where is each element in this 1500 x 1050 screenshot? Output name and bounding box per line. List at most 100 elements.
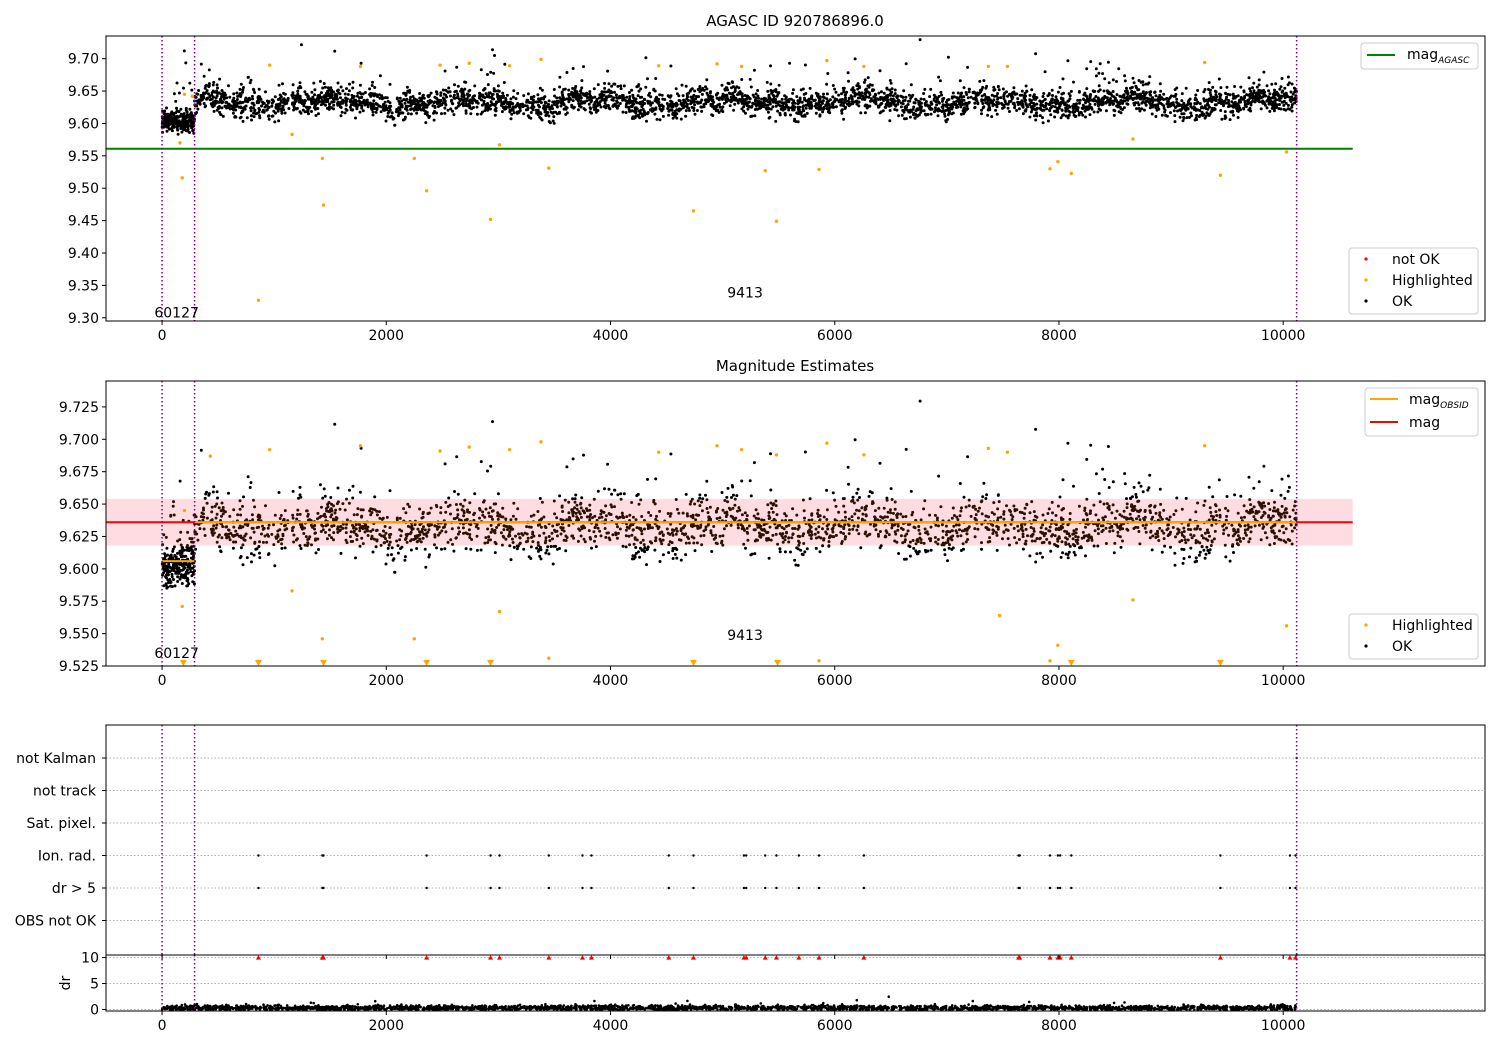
legend-ok-marker [1364, 299, 1368, 303]
flag-point [817, 854, 821, 857]
dr-clipped-marker [546, 955, 552, 960]
highlighted-point [1056, 159, 1060, 164]
flag-point [692, 854, 695, 857]
flag-row-label: Sat. pixel. [27, 816, 96, 832]
highlighted-point [1203, 444, 1207, 448]
flag-point [797, 886, 801, 890]
panel-3-plot-area [106, 725, 1485, 955]
flag-point [1056, 854, 1060, 857]
highlighted-point [986, 446, 991, 451]
flag-point [257, 886, 260, 890]
flag-point [1219, 854, 1222, 857]
x-tick-label: 10000 [1261, 1018, 1306, 1034]
legend-ok-label: OK [1392, 294, 1413, 310]
y-tick-label: 9.725 [59, 400, 99, 416]
svg-text:magAGASC: magAGASC [1407, 47, 1470, 66]
highlighted-point [539, 440, 543, 444]
flag-point [775, 854, 778, 857]
highlighted-point [817, 167, 821, 172]
highlighted-point [1005, 64, 1010, 69]
svg-text:magOBSID: magOBSID [1409, 392, 1469, 411]
highlighted-point [412, 156, 417, 161]
y-tick-label: 9.550 [59, 627, 99, 643]
dr-clipped-marker [816, 955, 822, 960]
flag-point [1288, 854, 1292, 857]
flag-row-label: not Kalman [16, 751, 96, 767]
flag-row-label: Ion. rad. [38, 849, 96, 865]
highlighted-point [358, 64, 363, 69]
highlighted-point [1048, 659, 1052, 663]
highlighted-point [1218, 173, 1223, 177]
flag-point [862, 886, 866, 890]
flag-point [257, 854, 260, 857]
below-range-marker [179, 660, 187, 666]
x-tick-label: 10000 [1261, 673, 1306, 689]
y-tick-label: 9.675 [59, 465, 99, 481]
highlighted-point [290, 589, 294, 593]
highlighted-point [1131, 137, 1135, 141]
dr-clipped-marker [1068, 955, 1074, 960]
flag-point [590, 854, 593, 857]
flag-row-label: not track [33, 784, 97, 800]
highlighted-point [256, 298, 261, 302]
highlighted-point [1069, 171, 1074, 176]
dr-clipped-marker [1047, 955, 1053, 960]
flag-point [489, 886, 492, 890]
panel-1-title: AGASC ID 920786896.0 [706, 12, 884, 30]
highlighted-point [1203, 60, 1207, 65]
x-tick-label: 2000 [368, 673, 404, 689]
highlighted-point [290, 132, 294, 137]
flag-point [667, 886, 671, 890]
y-tick-label: 9.65 [68, 84, 99, 100]
highlighted-point [1056, 643, 1060, 647]
y-tick-label: 9.30 [68, 311, 99, 327]
dr-points [160, 995, 1298, 1011]
highlighted-point [424, 189, 429, 193]
flag-point [547, 886, 551, 890]
below-range-marker [1067, 660, 1075, 666]
flag-point [817, 886, 821, 890]
x-tick-label: 0 [158, 1018, 167, 1034]
x-tick-label: 0 [158, 328, 167, 344]
highlighted-point [412, 637, 417, 641]
panel-1-line-legend: magAGASC [1360, 42, 1479, 70]
highlighted-point [862, 453, 866, 457]
flag-point [1070, 886, 1073, 890]
below-range-marker [254, 660, 262, 666]
dr-clipped-marker [773, 955, 779, 960]
highlighted-point [180, 176, 184, 180]
flag-point [581, 886, 584, 890]
highlighted-point [825, 58, 829, 63]
y-tick-label: 9.50 [68, 181, 99, 197]
flag-point [1294, 854, 1297, 857]
panel-1-point-legend: not OK Highlighted OK [1348, 247, 1479, 315]
below-range-marker [774, 660, 782, 666]
below-range-marker [689, 660, 697, 666]
flag-point [742, 886, 746, 890]
flag-point [498, 886, 501, 890]
highlighted-point [763, 169, 767, 173]
highlighted-point [182, 92, 187, 96]
x-tick-label: 2000 [368, 1018, 404, 1034]
panel-2-title: Magnitude Estimates [716, 357, 874, 375]
highlighted-point [507, 64, 512, 68]
flag-point [1048, 886, 1052, 890]
highlighted-point [825, 441, 829, 445]
axes-layer: 0 2000 4000 6000 8000 100009.309.359.409.459.… [15, 35, 1486, 1034]
legend2-highlighted-marker [1364, 623, 1368, 627]
highlighted-point [467, 61, 471, 65]
highlighted-point [208, 454, 212, 458]
highlighted-point [657, 450, 661, 454]
highlighted-point [267, 447, 272, 452]
legend-highlighted-label: Highlighted [1392, 273, 1473, 289]
x-tick-label: 8000 [1041, 673, 1077, 689]
dr-clipped-marker [588, 955, 594, 960]
flag-point [775, 886, 778, 890]
below-range-marker [423, 660, 431, 666]
obsid-label: 60127 [154, 646, 199, 662]
y-tick-label: 9.700 [59, 432, 99, 448]
flag-point [1294, 886, 1297, 890]
panel-2-line-legend: magOBSID mag [1364, 387, 1479, 437]
highlighted-point [497, 609, 502, 614]
